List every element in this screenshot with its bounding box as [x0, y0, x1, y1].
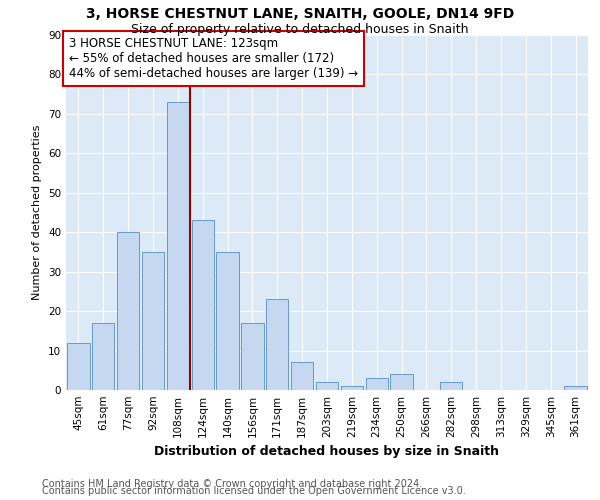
- Bar: [167, 102, 189, 390]
- Text: Size of property relative to detached houses in Snaith: Size of property relative to detached ho…: [131, 22, 469, 36]
- Bar: [316, 382, 338, 390]
- Bar: [117, 232, 139, 390]
- X-axis label: Distribution of detached houses by size in Snaith: Distribution of detached houses by size …: [155, 446, 499, 458]
- Bar: [391, 374, 413, 390]
- Y-axis label: Number of detached properties: Number of detached properties: [32, 125, 43, 300]
- Bar: [440, 382, 463, 390]
- Bar: [217, 252, 239, 390]
- Bar: [191, 220, 214, 390]
- Bar: [67, 342, 89, 390]
- Bar: [565, 386, 587, 390]
- Bar: [92, 323, 115, 390]
- Bar: [142, 252, 164, 390]
- Bar: [241, 323, 263, 390]
- Bar: [365, 378, 388, 390]
- Text: Contains HM Land Registry data © Crown copyright and database right 2024.: Contains HM Land Registry data © Crown c…: [42, 479, 422, 489]
- Bar: [266, 300, 289, 390]
- Bar: [341, 386, 363, 390]
- Bar: [291, 362, 313, 390]
- Text: 3 HORSE CHESTNUT LANE: 123sqm
← 55% of detached houses are smaller (172)
44% of : 3 HORSE CHESTNUT LANE: 123sqm ← 55% of d…: [68, 37, 358, 80]
- Text: 3, HORSE CHESTNUT LANE, SNAITH, GOOLE, DN14 9FD: 3, HORSE CHESTNUT LANE, SNAITH, GOOLE, D…: [86, 8, 514, 22]
- Text: Contains public sector information licensed under the Open Government Licence v3: Contains public sector information licen…: [42, 486, 466, 496]
